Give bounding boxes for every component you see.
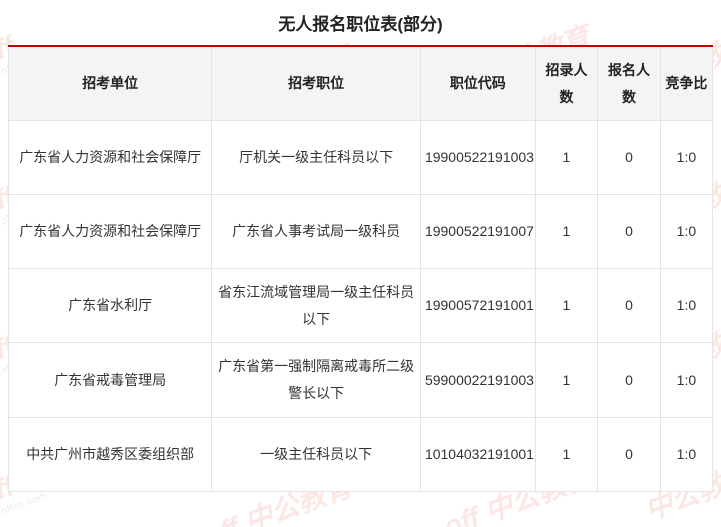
table-row: 广东省戒毒管理局广东省第一强制隔离戒毒所二级警长以下59900022191003… <box>9 343 713 417</box>
col-ratio: 竞争比 <box>660 47 712 121</box>
cell-unit: 广东省戒毒管理局 <box>9 343 212 417</box>
col-code: 职位代码 <box>420 47 535 121</box>
cell-ratio: 1:0 <box>660 269 712 343</box>
table-header: 招考单位 招考职位 职位代码 招录人数 报名人数 竞争比 <box>9 47 713 121</box>
cell-code: 10104032191001 <box>420 417 535 491</box>
cell-ratio: 1:0 <box>660 195 712 269</box>
cell-recruit: 1 <box>535 195 598 269</box>
content-wrapper: 无人报名职位表(部分) 招考单位 招考职位 职位代码 招录人数 报名人数 竞争比… <box>0 0 721 492</box>
positions-table: 招考单位 招考职位 职位代码 招录人数 报名人数 竞争比 广东省人力资源和社会保… <box>8 47 713 492</box>
cell-applied: 0 <box>598 121 661 195</box>
cell-applied: 0 <box>598 417 661 491</box>
col-recruit: 招录人数 <box>535 47 598 121</box>
cell-ratio: 1:0 <box>660 343 712 417</box>
table-row: 中共广州市越秀区委组织部一级主任科员以下10104032191001101:0 <box>9 417 713 491</box>
cell-unit: 广东省水利厅 <box>9 269 212 343</box>
table-row: 广东省人力资源和社会保障厅厅机关一级主任科员以下1990052219100310… <box>9 121 713 195</box>
cell-recruit: 1 <box>535 417 598 491</box>
cell-applied: 0 <box>598 195 661 269</box>
cell-position: 省东江流域管理局一级主任科员以下 <box>212 269 421 343</box>
col-applied: 报名人数 <box>598 47 661 121</box>
cell-unit: 广东省人力资源和社会保障厅 <box>9 121 212 195</box>
cell-code: 19900572191001 <box>420 269 535 343</box>
table-row: 广东省人力资源和社会保障厅广东省人事考试局一级科员199005221910071… <box>9 195 713 269</box>
page-title: 无人报名职位表(部分) <box>8 6 713 45</box>
cell-position: 广东省人事考试局一级科员 <box>212 195 421 269</box>
cell-applied: 0 <box>598 343 661 417</box>
cell-applied: 0 <box>598 269 661 343</box>
cell-position: 一级主任科员以下 <box>212 417 421 491</box>
table-body: 广东省人力资源和社会保障厅厅机关一级主任科员以下1990052219100310… <box>9 121 713 491</box>
table-row: 广东省水利厅省东江流域管理局一级主任科员以下19900572191001101:… <box>9 269 713 343</box>
cell-code: 19900522191003 <box>420 121 535 195</box>
cell-recruit: 1 <box>535 269 598 343</box>
cell-ratio: 1:0 <box>660 417 712 491</box>
cell-code: 19900522191007 <box>420 195 535 269</box>
cell-recruit: 1 <box>535 343 598 417</box>
cell-recruit: 1 <box>535 121 598 195</box>
cell-ratio: 1:0 <box>660 121 712 195</box>
cell-position: 广东省第一强制隔离戒毒所二级警长以下 <box>212 343 421 417</box>
cell-position: 厅机关一级主任科员以下 <box>212 121 421 195</box>
col-position: 招考职位 <box>212 47 421 121</box>
cell-unit: 广东省人力资源和社会保障厅 <box>9 195 212 269</box>
cell-code: 59900022191003 <box>420 343 535 417</box>
col-unit: 招考单位 <box>9 47 212 121</box>
cell-unit: 中共广州市越秀区委组织部 <box>9 417 212 491</box>
